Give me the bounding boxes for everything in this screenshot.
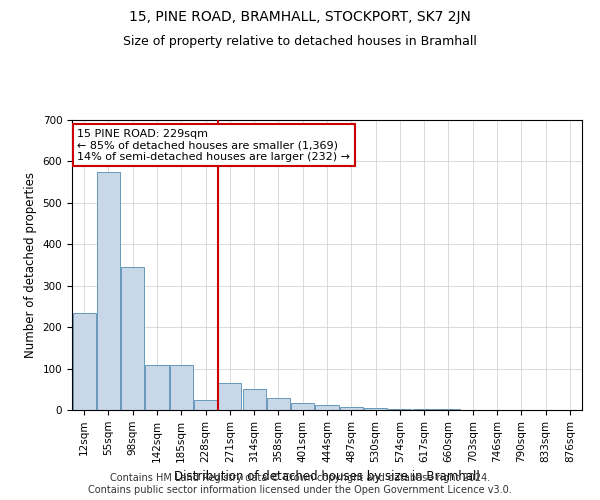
- Text: 15, PINE ROAD, BRAMHALL, STOCKPORT, SK7 2JN: 15, PINE ROAD, BRAMHALL, STOCKPORT, SK7 …: [129, 10, 471, 24]
- Bar: [437, 409, 460, 410]
- Bar: [194, 400, 217, 410]
- Bar: [291, 402, 314, 410]
- Bar: [364, 408, 387, 410]
- Text: Contains HM Land Registry data © Crown copyright and database right 2024.
Contai: Contains HM Land Registry data © Crown c…: [88, 474, 512, 495]
- Bar: [340, 406, 363, 410]
- Bar: [267, 398, 290, 410]
- Bar: [145, 366, 169, 410]
- Bar: [218, 383, 241, 410]
- Bar: [413, 409, 436, 410]
- Bar: [388, 409, 412, 410]
- Text: 15 PINE ROAD: 229sqm
← 85% of detached houses are smaller (1,369)
14% of semi-de: 15 PINE ROAD: 229sqm ← 85% of detached h…: [77, 128, 350, 162]
- Bar: [316, 405, 338, 410]
- Bar: [170, 366, 193, 410]
- Y-axis label: Number of detached properties: Number of detached properties: [24, 172, 37, 358]
- Bar: [73, 312, 95, 410]
- Bar: [121, 267, 144, 410]
- Bar: [97, 172, 120, 410]
- X-axis label: Distribution of detached houses by size in Bramhall: Distribution of detached houses by size …: [174, 470, 480, 483]
- Text: Size of property relative to detached houses in Bramhall: Size of property relative to detached ho…: [123, 35, 477, 48]
- Bar: [242, 390, 266, 410]
